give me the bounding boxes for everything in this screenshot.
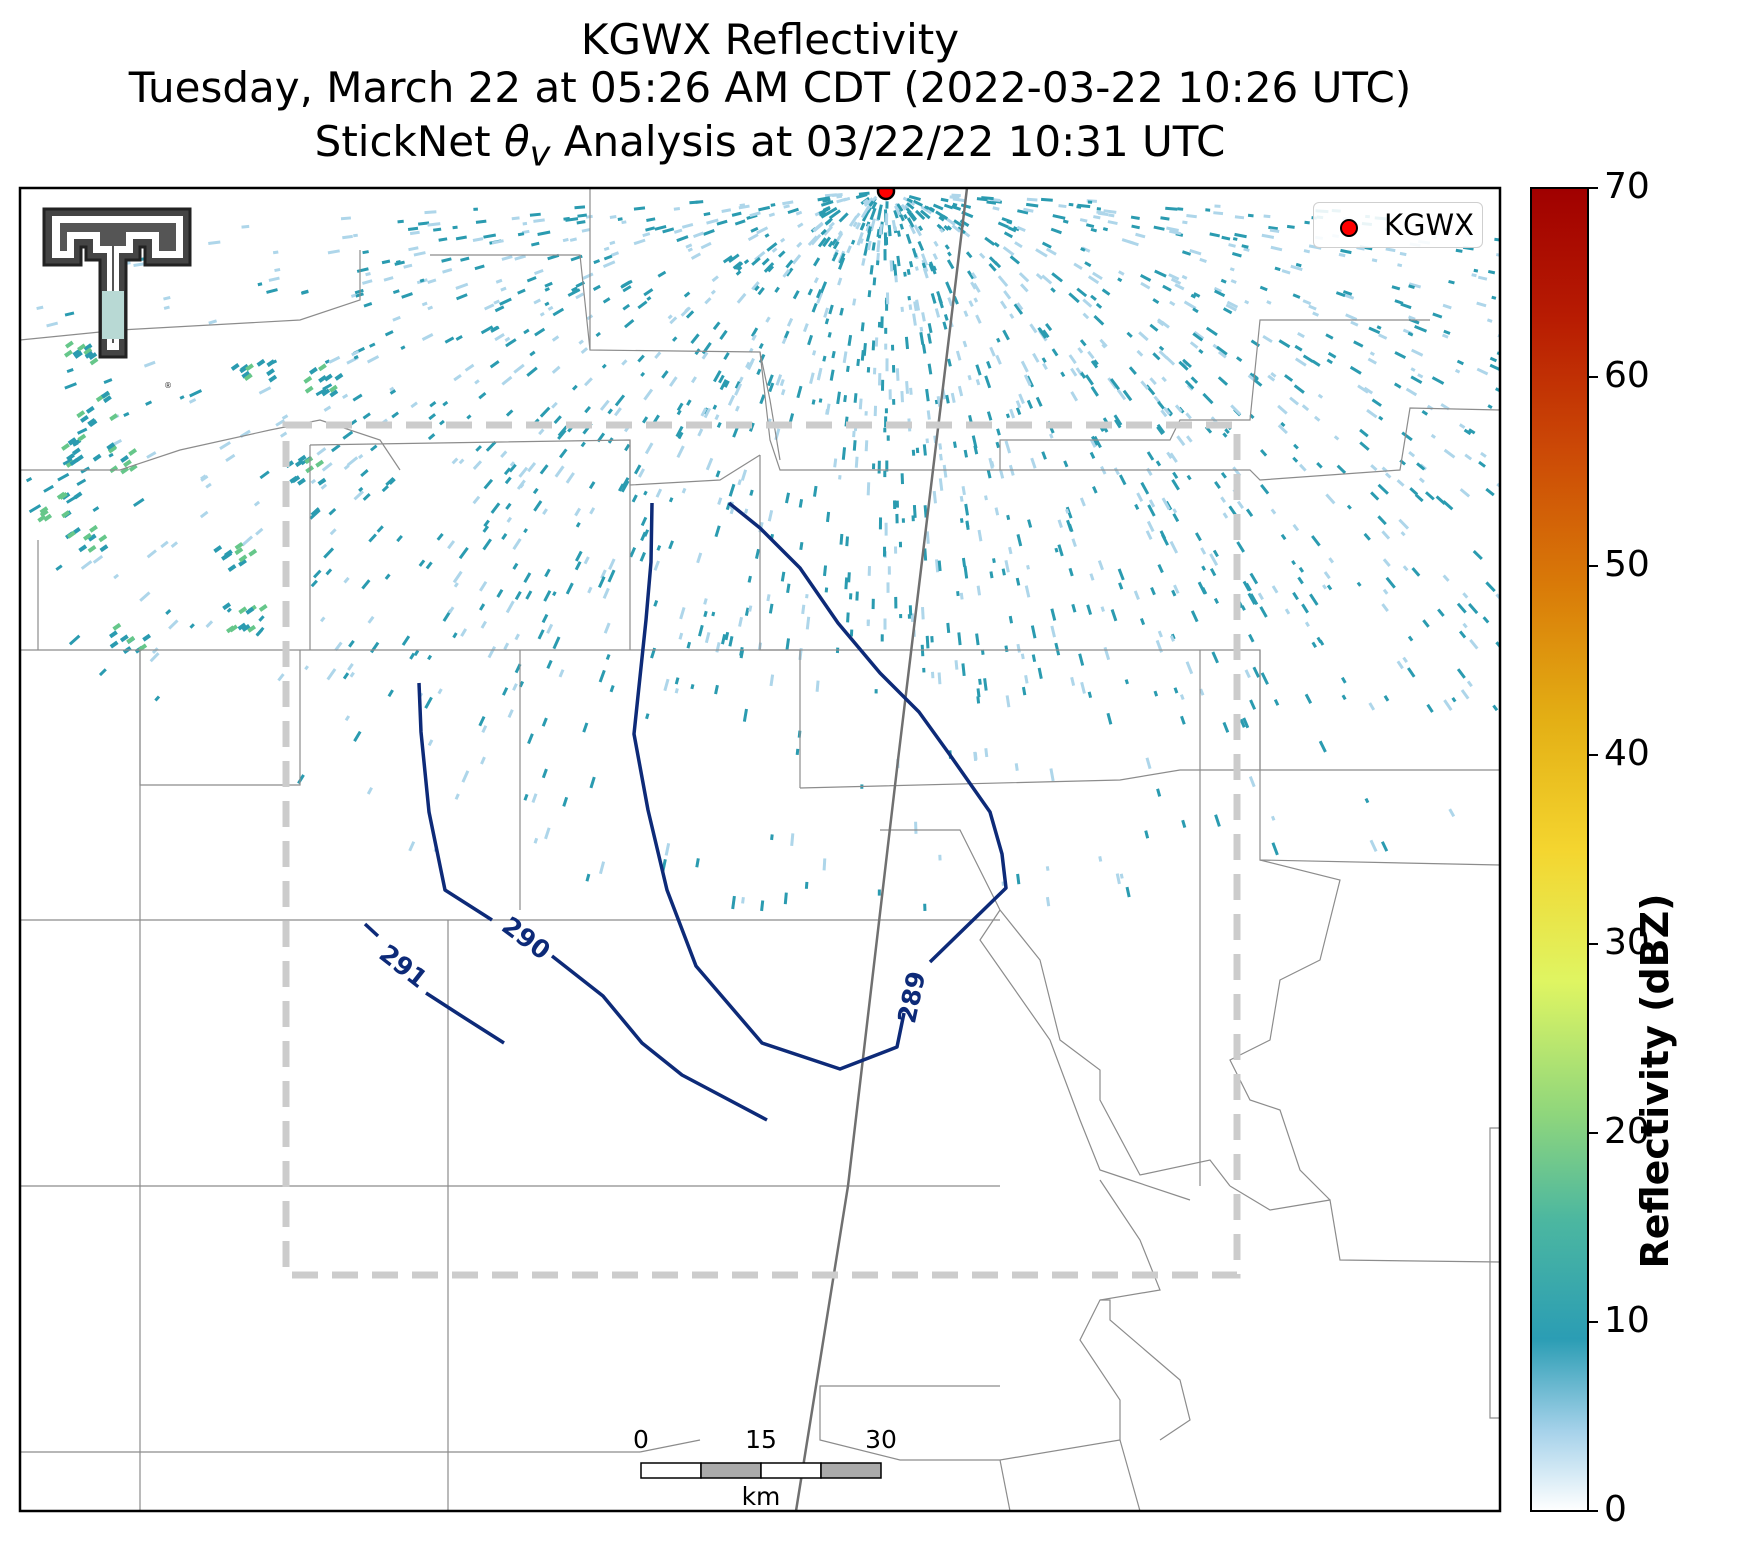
- colorbar-tick-40: 40: [1604, 733, 1650, 774]
- theta-symbol: θ: [503, 117, 530, 166]
- radar-track-line: [794, 188, 969, 1511]
- colorbar-tick-20: 20: [1604, 1111, 1650, 1152]
- title-datetime: Tuesday, March 22 at 05:26 AM CDT (2022-…: [128, 63, 1412, 112]
- texas-tech-double-t-logo: ®: [42, 207, 192, 390]
- svg-text:®: ®: [164, 381, 172, 390]
- map-frame: [18, 186, 1502, 1513]
- map-legend: KGWX: [1313, 202, 1483, 248]
- colorbar: [1530, 187, 1598, 1512]
- scale-tick-15: 15: [745, 1425, 777, 1454]
- colorbar-tick-70: 70: [1604, 166, 1650, 207]
- title-analysis: StickNet θv Analysis at 03/22/22 10:31 U…: [314, 117, 1226, 175]
- colorbar-title: Reflectivity (dBZ): [1633, 893, 1677, 1269]
- scale-unit: km: [741, 1482, 781, 1511]
- analysis-domain-box: [282, 421, 1241, 1279]
- contour-289: [727, 501, 1008, 964]
- scale-tick-0: 0: [633, 1425, 649, 1454]
- legend-label: KGWX: [1384, 208, 1475, 242]
- contour-290: [417, 682, 493, 922]
- colorbar-tick-10: 10: [1604, 1300, 1650, 1341]
- county-boundaries: [20, 188, 1500, 1511]
- contour-label-289: 289: [892, 969, 931, 1026]
- legend-marker-icon: [1340, 219, 1358, 237]
- scale-bar: [640, 1462, 882, 1479]
- contour-label-291: 291: [374, 939, 433, 994]
- colorbar-tick-60: 60: [1604, 355, 1650, 396]
- reflectivity-echoes: [25, 191, 1500, 912]
- contour-label-290: 290: [497, 911, 556, 966]
- title-radar: KGWX Reflectivity: [580, 15, 960, 64]
- scale-tick-30: 30: [865, 1425, 897, 1454]
- radar-site-marker: [876, 188, 896, 201]
- colorbar-tick-30: 30: [1604, 922, 1650, 963]
- contour-labels: 289 290 291: [374, 911, 932, 1026]
- contour-291: [363, 922, 380, 938]
- colorbar-tick-50: 50: [1604, 544, 1650, 585]
- theta-v-contours: [363, 501, 1008, 1122]
- colorbar-tick-0: 0: [1604, 1489, 1627, 1530]
